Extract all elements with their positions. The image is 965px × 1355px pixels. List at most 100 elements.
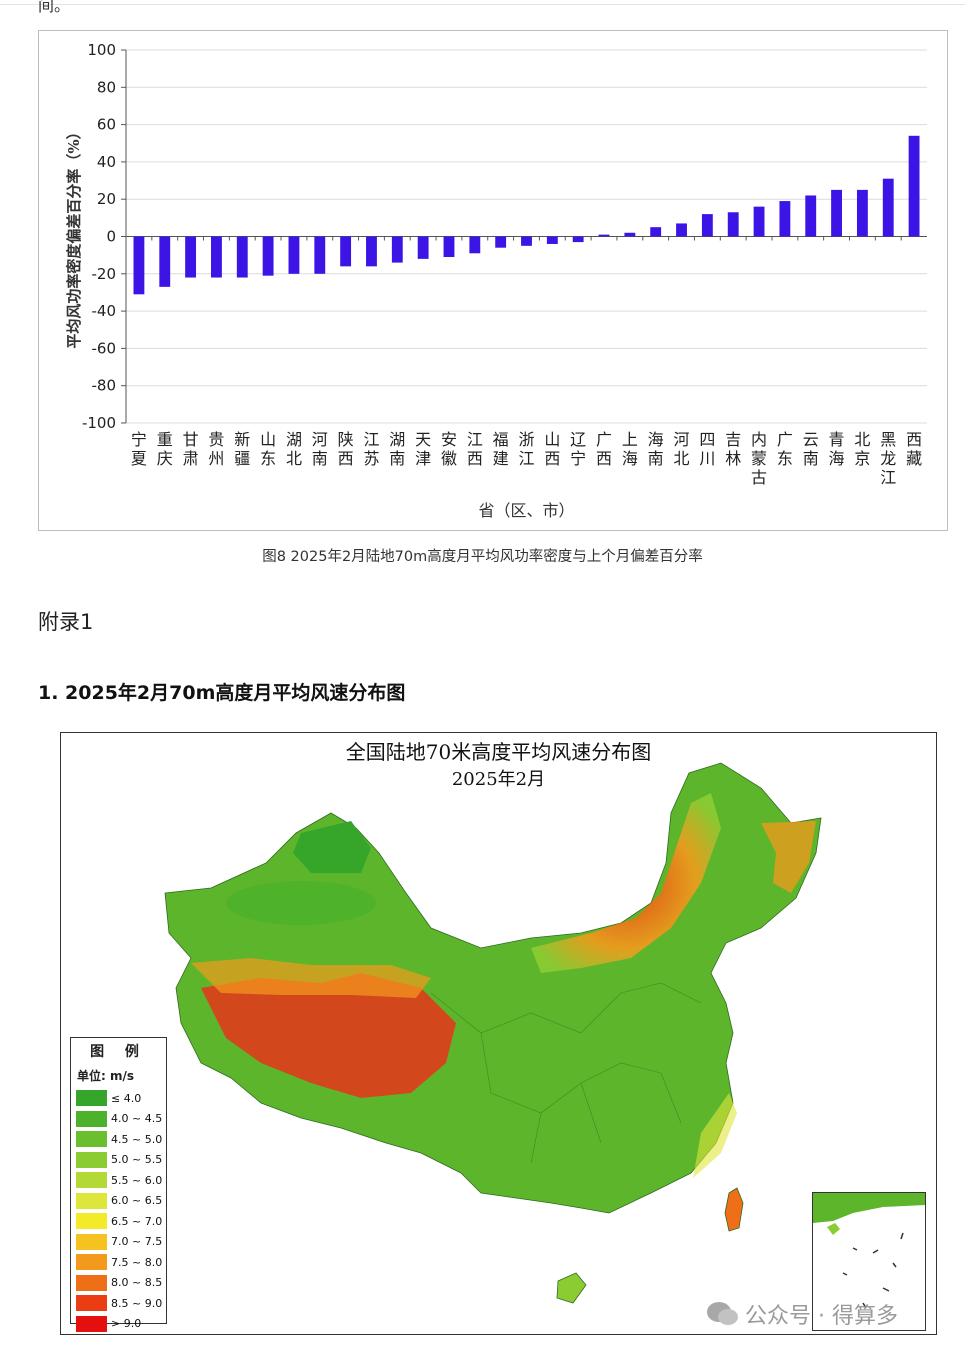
legend-item: 8.0 ~ 8.5 xyxy=(71,1273,166,1294)
bar-江苏 xyxy=(366,236,377,267)
legend-swatch xyxy=(76,1233,107,1250)
x-tick-label: 广东 xyxy=(777,430,793,468)
legend-swatch xyxy=(76,1295,107,1312)
legend-item: 4.5 ~ 5.0 xyxy=(71,1129,166,1150)
x-tick-label: 山西 xyxy=(544,430,560,468)
x-tick-label: 河北 xyxy=(674,430,690,468)
legend-item: > 9.0 xyxy=(71,1314,166,1335)
dzungaria xyxy=(293,821,371,873)
x-tick-label: 福建 xyxy=(493,430,509,468)
legend-item: 8.5 ~ 9.0 xyxy=(71,1293,166,1314)
x-tick-label: 辽宁 xyxy=(570,430,586,468)
legend-swatch xyxy=(76,1274,107,1291)
bar-福建 xyxy=(495,236,507,248)
bar-云南 xyxy=(805,195,817,237)
taiwan xyxy=(724,1187,744,1232)
inset-graphic xyxy=(813,1193,925,1309)
x-tick-label: 新疆 xyxy=(234,430,250,468)
y-tick-label: -100 xyxy=(82,414,116,432)
tibet-mid-wind xyxy=(191,958,431,998)
bar-广西 xyxy=(598,234,610,237)
legend-item: 5.0 ~ 5.5 xyxy=(71,1150,166,1171)
legend-label: 6.5 ~ 7.0 xyxy=(111,1214,163,1228)
south-china-sea-inset xyxy=(812,1192,926,1331)
legend-label: 5.0 ~ 5.5 xyxy=(111,1153,163,1167)
y-tick-label: 100 xyxy=(87,41,116,59)
x-tick-label: 安徽 xyxy=(441,430,457,468)
y-tick-label: 80 xyxy=(97,78,116,96)
legend-item: ≤ 4.0 xyxy=(71,1088,166,1109)
bar-浙江 xyxy=(521,236,532,246)
bar-山西 xyxy=(546,236,558,244)
bar-广东 xyxy=(779,201,791,237)
appendix-title: 附录1 xyxy=(38,610,94,634)
x-tick-label: 湖南 xyxy=(389,430,405,468)
legend-label: 4.0 ~ 4.5 xyxy=(111,1112,163,1126)
map-graphic xyxy=(164,762,822,1304)
bar-宁夏 xyxy=(133,236,145,295)
x-tick-label: 甘肃 xyxy=(183,430,199,468)
bar-吉林 xyxy=(727,212,739,237)
x-tick-label: 云南 xyxy=(803,430,819,468)
bar-河南 xyxy=(314,236,326,274)
y-tick-label: 0 xyxy=(106,228,116,246)
legend-label: 8.0 ~ 8.5 xyxy=(111,1276,163,1290)
legend-swatch xyxy=(76,1192,107,1209)
legend-swatch xyxy=(76,1315,107,1332)
bar-黑龙江 xyxy=(882,178,894,237)
x-tick-label: 贵州 xyxy=(208,430,224,468)
map-subtitle: 2025年2月 xyxy=(451,769,546,790)
bar-湖北 xyxy=(288,236,300,274)
legend-title: 图 例 xyxy=(90,1044,147,1060)
x-tick-label: 青海 xyxy=(829,430,845,468)
inset-islands xyxy=(842,1232,904,1309)
bar-陕西 xyxy=(340,236,352,267)
bar-新疆 xyxy=(236,236,248,278)
bar-上海 xyxy=(624,232,636,237)
watermark-text: 公众号 · 得算多 xyxy=(745,1304,898,1329)
legend-label: 5.5 ~ 6.0 xyxy=(111,1173,163,1187)
southeast-coast xyxy=(693,1093,737,1178)
x-tick-label: 重庆 xyxy=(157,430,173,468)
y-tick-label: -20 xyxy=(92,265,117,283)
bar-内蒙古 xyxy=(753,206,765,237)
map-title: 全国陆地70米高度平均风速分布图 xyxy=(345,740,652,764)
map-legend: 图 例 单位: m/s ≤ 4.0 4.0 ~ 4.5 4.5 ~ 5.0 5.0 ~… xyxy=(70,1037,167,1332)
legend-label: ≤ 4.0 xyxy=(111,1091,142,1105)
hainan xyxy=(556,1272,587,1304)
x-tick-label: 四川 xyxy=(699,430,715,468)
x-tick-label: 西藏 xyxy=(906,430,922,468)
x-tick-label: 河南 xyxy=(312,430,328,468)
inset-coast xyxy=(813,1193,925,1223)
x-tick-label: 北京 xyxy=(854,430,870,468)
legend-swatch xyxy=(76,1131,107,1148)
x-tick-label: 内蒙古 xyxy=(751,430,767,487)
bar-chart-frame: 100 80 60 40 20 0 -20 -40 -60 -80 -100 宁夏 重庆 甘肃 贵州 新疆 山东… xyxy=(38,30,948,531)
bar-青海 xyxy=(831,189,842,237)
inset-hainan xyxy=(827,1223,840,1235)
legend-label: 7.5 ~ 8.0 xyxy=(111,1255,163,1269)
y-tick-label: -40 xyxy=(92,302,117,320)
legend-label: > 9.0 xyxy=(111,1317,142,1331)
bar-重庆 xyxy=(159,236,171,287)
bar-山东 xyxy=(262,236,274,276)
x-tick-label: 浙江 xyxy=(518,430,534,468)
legend-label: 7.0 ~ 7.5 xyxy=(111,1235,163,1249)
legend-swatch xyxy=(76,1110,107,1127)
wind-speed-map: 全国陆地70米高度平均风速分布图 2025年2月 图 例 单位: m/s ≤ 4… xyxy=(60,732,937,1335)
y-tick-label: 60 xyxy=(97,116,116,134)
bar-天津 xyxy=(417,236,429,259)
bar-江西 xyxy=(469,236,481,254)
x-tick-label: 山东 xyxy=(260,430,276,468)
y-tick-label: -80 xyxy=(92,377,117,395)
x-tick-label: 江西 xyxy=(467,430,483,468)
china-landmass xyxy=(164,762,822,1214)
section-heading: 1. 2025年2月70m高度月平均风速分布图 xyxy=(38,682,406,704)
inner-mongolia-high-wind xyxy=(531,793,721,973)
bar-甘肃 xyxy=(185,236,197,278)
y-tick-label: 20 xyxy=(97,190,116,208)
legend-swatch xyxy=(76,1213,107,1230)
x-tick-label: 天津 xyxy=(415,430,431,468)
northeast-east-wind xyxy=(761,821,816,893)
bar-河北 xyxy=(676,223,687,237)
